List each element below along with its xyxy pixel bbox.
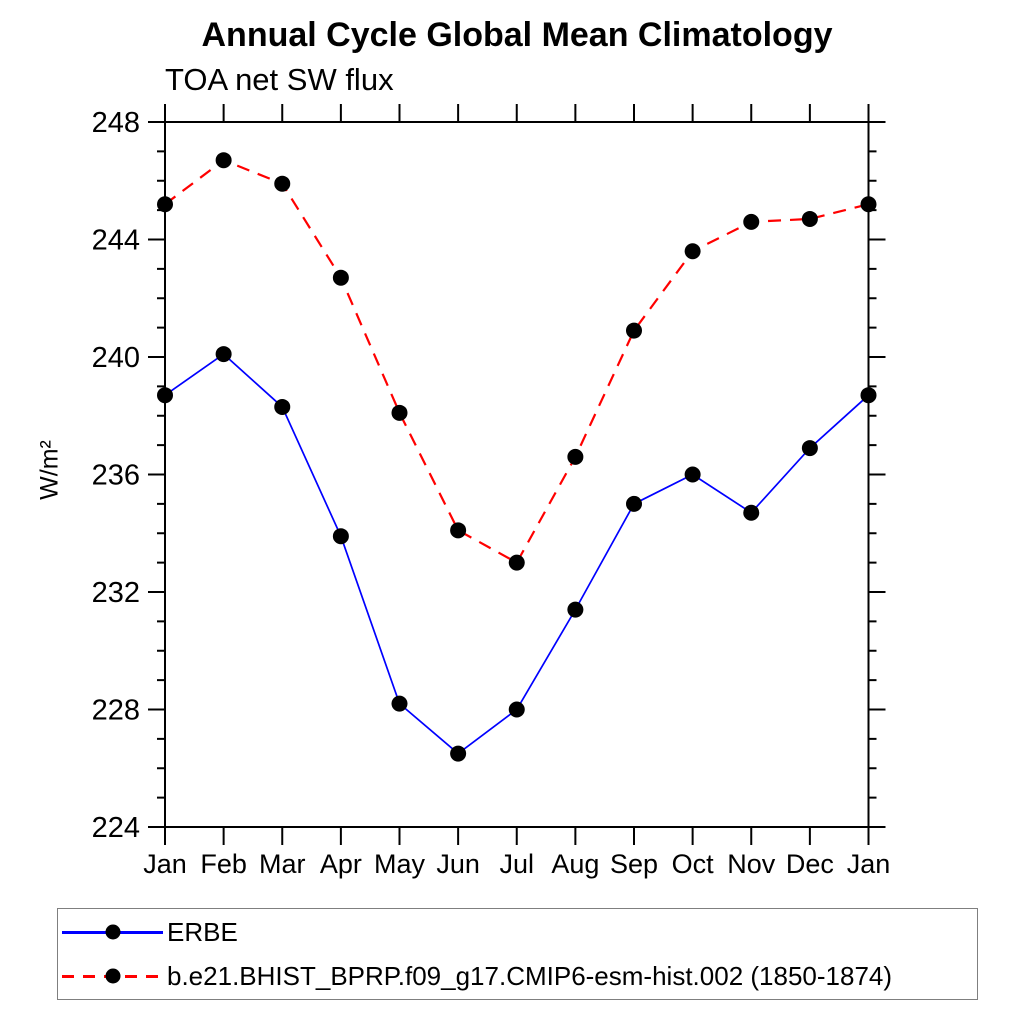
data-point-marker	[567, 601, 584, 618]
data-point-marker	[567, 448, 584, 465]
legend-line-dashed-icon	[62, 968, 163, 984]
data-point-marker	[157, 196, 173, 213]
data-point-marker	[508, 701, 525, 718]
x-tick-label: Jul	[499, 849, 534, 879]
data-point-marker	[684, 466, 701, 483]
data-point-marker	[450, 522, 467, 539]
x-tick-label: May	[374, 849, 426, 879]
chart-title: Annual Cycle Global Mean Climatology	[201, 16, 833, 54]
data-point-marker	[626, 495, 642, 512]
legend-item-erbe: ERBE	[58, 910, 977, 954]
legend-marker-icon	[105, 968, 120, 984]
x-tick-label: Mar	[259, 849, 306, 879]
chart-subtitle: TOA net SW flux	[165, 62, 394, 97]
data-point-marker	[450, 745, 467, 762]
y-tick-label: 240	[92, 342, 140, 374]
data-point-marker	[157, 387, 173, 404]
x-tick-label: Apr	[320, 849, 362, 879]
data-point-marker	[508, 554, 525, 571]
y-tick-label: 224	[92, 812, 140, 844]
x-tick-label: Sep	[610, 849, 658, 879]
data-point-marker	[215, 346, 232, 363]
x-tick-label: Jan	[847, 849, 891, 879]
legend: ERBE b.e21.BHIST_BPRP.f09_g17.CMIP6-esm-…	[57, 908, 978, 1000]
x-tick-label: Oct	[672, 849, 715, 879]
data-point-marker	[332, 269, 349, 286]
legend-label-model: b.e21.BHIST_BPRP.f09_g17.CMIP6-esm-hist.…	[167, 960, 893, 991]
x-tick-label: Jun	[436, 849, 480, 879]
legend-marker-icon	[105, 924, 120, 940]
x-tick-label: Jan	[143, 849, 187, 879]
data-point-marker	[801, 440, 818, 457]
data-point-marker	[860, 387, 877, 404]
legend-label-erbe: ERBE	[167, 916, 238, 947]
y-tick-label: 232	[92, 577, 140, 609]
legend-item-model: b.e21.BHIST_BPRP.f09_g17.CMIP6-esm-hist.…	[58, 954, 977, 998]
data-point-marker	[743, 504, 760, 521]
series-line-erbe	[164, 352, 870, 755]
series-line-model	[164, 158, 869, 565]
x-tick-label: Dec	[786, 849, 834, 879]
data-point-marker	[332, 528, 349, 545]
x-tick-label: Aug	[551, 849, 599, 879]
y-tick-label: 228	[92, 695, 140, 727]
x-tick-label: Nov	[727, 849, 776, 879]
y-tick-label: 248	[92, 107, 140, 139]
data-point-marker	[215, 152, 232, 169]
data-point-marker	[391, 404, 408, 421]
y-tick-label: 244	[92, 225, 140, 257]
legend-line-solid-icon	[62, 924, 163, 940]
y-tick-label: 236	[92, 460, 140, 492]
data-point-marker	[274, 175, 291, 192]
data-point-marker	[684, 243, 701, 260]
data-point-marker	[801, 210, 818, 227]
data-point-marker	[391, 695, 408, 712]
x-tick-label: Feb	[200, 849, 247, 879]
plot-frame	[164, 121, 870, 828]
data-point-marker	[743, 213, 760, 230]
data-point-marker	[860, 196, 877, 213]
data-point-marker	[626, 322, 642, 339]
data-point-marker	[274, 398, 291, 415]
